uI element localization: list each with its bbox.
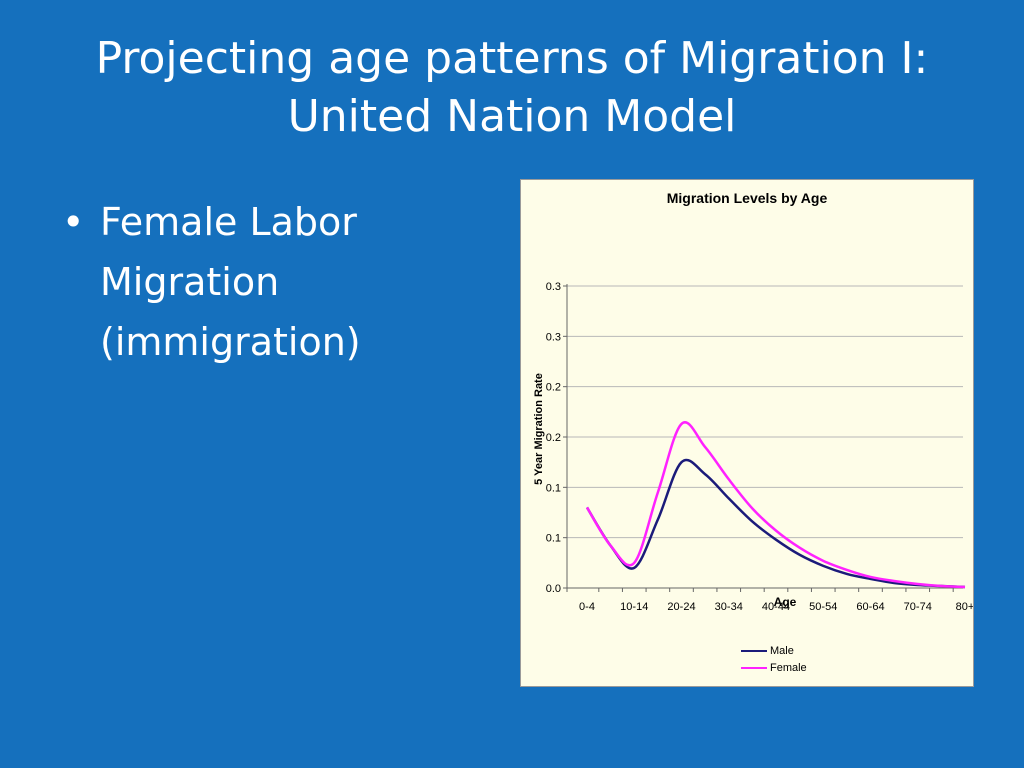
- x-tick-label: 80+: [956, 601, 973, 613]
- y-tick-label: 0.0: [546, 583, 561, 595]
- legend-swatch: [741, 666, 767, 669]
- legend-item-female: Female: [741, 659, 807, 676]
- x-tick-label: 70-74: [904, 601, 932, 613]
- x-tick-label: 60-64: [856, 601, 884, 613]
- series-line-female: [585, 421, 966, 589]
- x-tick-label: 10-14: [620, 601, 648, 613]
- migration-chart: 0.0 0.1 0.1 0.2 0.2 0.3 0.3 0-4 10-14 20-24 30-34 4…: [533, 281, 973, 613]
- chart-title: Migration Levels by Age: [666, 190, 828, 206]
- bullet-dot-icon: •: [62, 200, 85, 244]
- bullet-text: Female Labor Migration (immigration): [100, 200, 361, 364]
- x-tick-label: 30-34: [715, 601, 743, 613]
- y-tick-label: 0.1: [546, 482, 561, 494]
- x-tick-label: 20-24: [667, 601, 695, 613]
- series-line-male: [585, 458, 966, 589]
- y-tick-label: 0.2: [546, 382, 561, 394]
- x-tick-label: 0-4: [579, 601, 595, 613]
- x-tick-label: 50-54: [809, 601, 837, 613]
- y-tick-label: 0.3: [546, 281, 561, 293]
- x-tick-label: 40-44: [762, 601, 790, 613]
- chart-area: 0.0 0.1 0.1 0.2 0.2 0.3 0.3 0-4 10-14 20-24 30-34 4…: [520, 179, 974, 687]
- slide-title: Projecting age patterns of Migration I: …: [95, 33, 929, 142]
- legend-swatch: [741, 649, 767, 652]
- legend-label: Female: [770, 661, 807, 674]
- y-axis-label: 5 Year Migration Rate: [533, 373, 545, 485]
- y-tick-label: 0.2: [546, 432, 561, 444]
- y-tick-label: 0.3: [546, 331, 561, 343]
- legend-item-male: Male: [741, 642, 807, 659]
- legend-label: Male: [770, 644, 794, 657]
- y-tick-label: 0.1: [546, 533, 561, 545]
- chart-legend: Male Female: [741, 642, 807, 676]
- x-axis-label: Age: [774, 595, 797, 609]
